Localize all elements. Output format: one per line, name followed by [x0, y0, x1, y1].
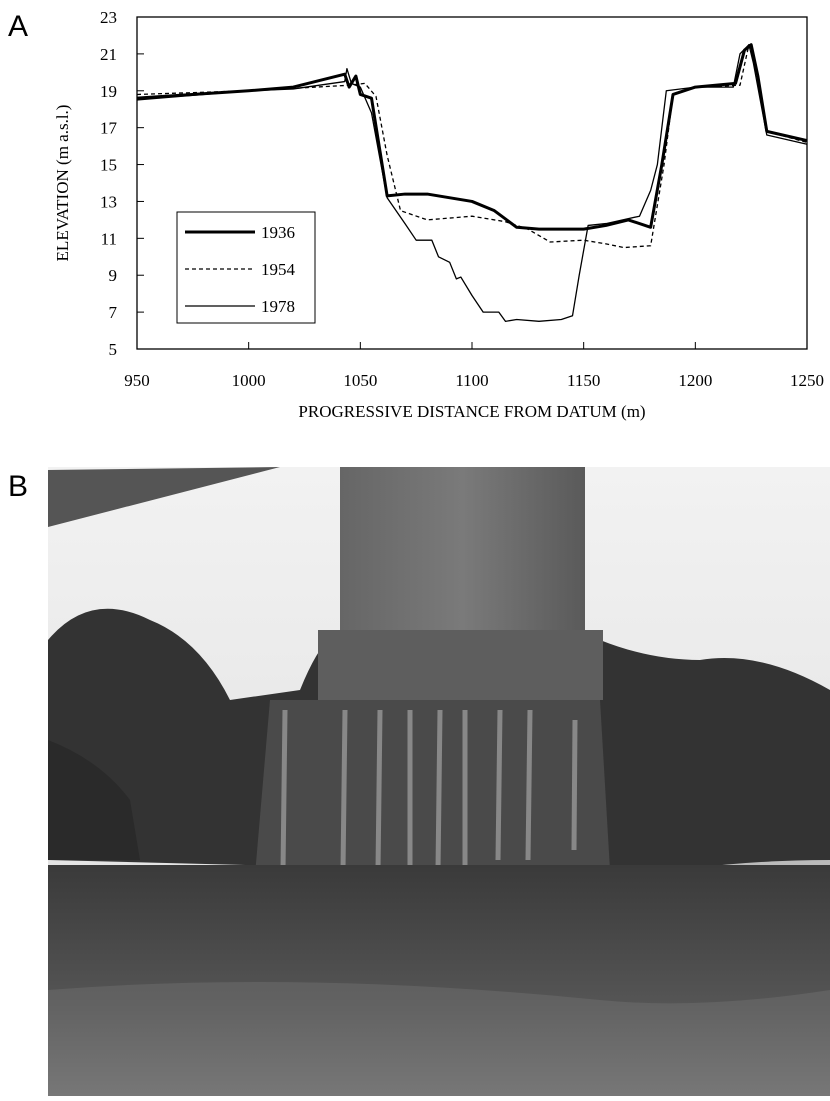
y-tick-label: 17	[100, 119, 118, 138]
chart: 5 7 9 11 13 15 17 19 21 23 950 1000 1050 1100 1150 1200…	[53, 8, 824, 421]
y-tick-label: 9	[109, 266, 118, 285]
y-tick-label: 21	[100, 45, 117, 64]
y-tick-label: 19	[100, 82, 117, 101]
legend-label: 1978	[261, 297, 295, 316]
x-tick-label: 950	[124, 371, 150, 390]
y-tick-label: 13	[100, 192, 117, 211]
x-tick-label: 1100	[455, 371, 488, 390]
legend-label: 1954	[261, 260, 296, 279]
y-tick-label: 23	[100, 8, 117, 27]
photo	[48, 467, 830, 1096]
panel-label: A	[8, 10, 28, 43]
legend-label: 1936	[261, 223, 295, 242]
x-tick-label: 1000	[232, 371, 266, 390]
y-tick-label: 5	[109, 340, 118, 359]
x-tick-label: 1200	[678, 371, 712, 390]
y-axis-label: ELEVATION (m a.s.l.)	[53, 105, 72, 262]
series-line	[137, 45, 807, 229]
y-tick-label: 11	[101, 229, 117, 248]
y-tick-label: 7	[109, 303, 118, 322]
panel-label: B	[8, 470, 28, 503]
x-tick-label: 1050	[343, 371, 377, 390]
y-tick-label: 15	[100, 156, 117, 175]
x-tick-label: 1250	[790, 371, 824, 390]
x-axis-label: PROGRESSIVE DISTANCE FROM DATUM (m)	[298, 402, 645, 421]
figure: A B 5 7 9 11 13 15 17 19 21 23 950 1000 1050 1100 1150…	[0, 0, 830, 1096]
x-tick-label: 1150	[567, 371, 600, 390]
